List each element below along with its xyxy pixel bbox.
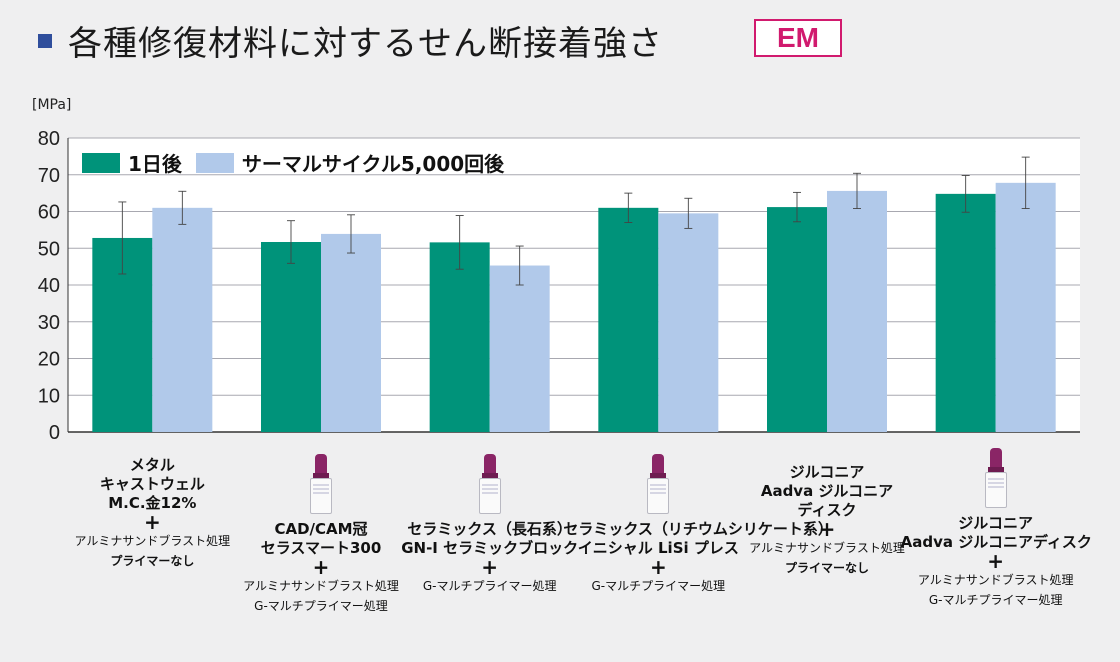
category-name: ジルコニア Aadva ジルコニアディスク — [900, 514, 1092, 551]
y-tick-label: 60 — [38, 202, 60, 224]
y-tick-label: 50 — [38, 238, 60, 260]
legend-label-1day: 1日後 — [128, 152, 182, 176]
primer-label: G-マルチプライマー処理 — [254, 599, 388, 613]
y-tick-label: 20 — [38, 349, 60, 371]
y-tick-label: 30 — [38, 312, 60, 334]
category-label: CAD/CAM冠 セラスマート300 + アルミナサンドブラスト処理 G-マルチプライ… — [226, 454, 416, 616]
category-name: セラミックス（長石系） GN-I セラミックブロック — [401, 520, 579, 557]
primer-bottle-icon — [647, 454, 670, 514]
legend-swatch-1day — [82, 152, 120, 173]
category-label: セラミックス（リチウムシリケート系） イニシャル LiSi プレス + G-マルチプ… — [563, 454, 833, 596]
category-label: ジルコニア Aadva ジルコニアディスク + アルミナサンドブラスト処理 G-マルチ… — [900, 448, 1092, 610]
category-name: メタル キャストウェル M.C.金12% — [99, 456, 205, 512]
category-label: セラミックス（長石系） GN-I セラミックブロック + G-マルチプライマー処理 — [395, 454, 585, 596]
em-badge: EM — [754, 19, 842, 57]
plus-sign: + — [481, 555, 499, 579]
treatment-label: アルミナサンドブラスト処理 — [917, 573, 1074, 587]
title-bullet-icon — [38, 33, 52, 48]
bar-1day — [261, 242, 321, 432]
y-tick-label: 40 — [38, 275, 60, 297]
primer-bottle-icon — [478, 454, 501, 514]
category-name: CAD/CAM冠 セラスマート300 — [260, 520, 382, 557]
title-block: 各種修復材料に対するせん断接着強さ — [38, 16, 663, 65]
y-tick-label: 80 — [38, 128, 60, 150]
primer-label: G-マルチプライマー処理 — [928, 593, 1063, 607]
primer-bottle-icon — [310, 454, 332, 514]
bar-thermal — [321, 233, 381, 432]
y-tick-label: 70 — [38, 165, 60, 187]
category-label: ジルコニア Aadva ジルコニア ディスク + アルミナサンドブラスト処理 プライマ… — [732, 463, 922, 578]
legend-item-thermal: サーマルサイクル5,000回後 — [195, 148, 505, 177]
plus-sign: + — [818, 517, 836, 541]
treatment-label: アルミナサンドブラスト処理 — [749, 541, 905, 555]
treatment-label: G-マルチプライマー処理 — [591, 579, 726, 593]
y-tick-label: 0 — [49, 422, 60, 444]
bar-thermal — [995, 182, 1056, 432]
treatment-label: アルミナサンドブラスト処理 — [74, 534, 231, 548]
legend-swatch-thermal — [195, 152, 234, 173]
treatment-label: アルミナサンドブラスト処理 — [243, 579, 399, 593]
plus-sign: + — [143, 510, 161, 534]
primer-label: プライマーなし — [784, 561, 869, 575]
bar-1day — [429, 242, 490, 432]
plus-sign: + — [649, 555, 667, 579]
chart-title: 各種修復材料に対するせん断接着強さ — [68, 24, 663, 64]
bar-thermal — [489, 265, 550, 432]
bar-1day — [598, 207, 659, 432]
y-axis-unit: [MPa] — [32, 97, 72, 113]
primer-bottle-icon — [984, 448, 1007, 508]
category-name: セラミックス（リチウムシリケート系） イニシャル LiSi プレス — [563, 520, 833, 557]
bar-thermal — [152, 207, 213, 432]
category-label: メタル キャストウェル M.C.金12% + アルミナサンドブラスト処理 プライマーな… — [57, 456, 247, 571]
legend-item-1day: 1日後 — [82, 148, 182, 177]
y-tick-label: 10 — [38, 385, 60, 407]
bar-thermal — [827, 190, 887, 432]
category-name: ジルコニア Aadva ジルコニア ディスク — [760, 463, 894, 519]
legend: 1日後 サーマルサイクル5,000回後 — [82, 148, 518, 177]
bar-1day — [935, 193, 996, 432]
legend-label-thermal: サーマルサイクル5,000回後 — [241, 152, 505, 176]
bar-1day — [767, 207, 827, 432]
bar-thermal — [658, 213, 719, 432]
primer-label: プライマーなし — [110, 554, 195, 568]
treatment-label: G-マルチプライマー処理 — [422, 579, 557, 593]
plus-sign: + — [987, 549, 1005, 573]
plus-sign: + — [312, 555, 330, 579]
